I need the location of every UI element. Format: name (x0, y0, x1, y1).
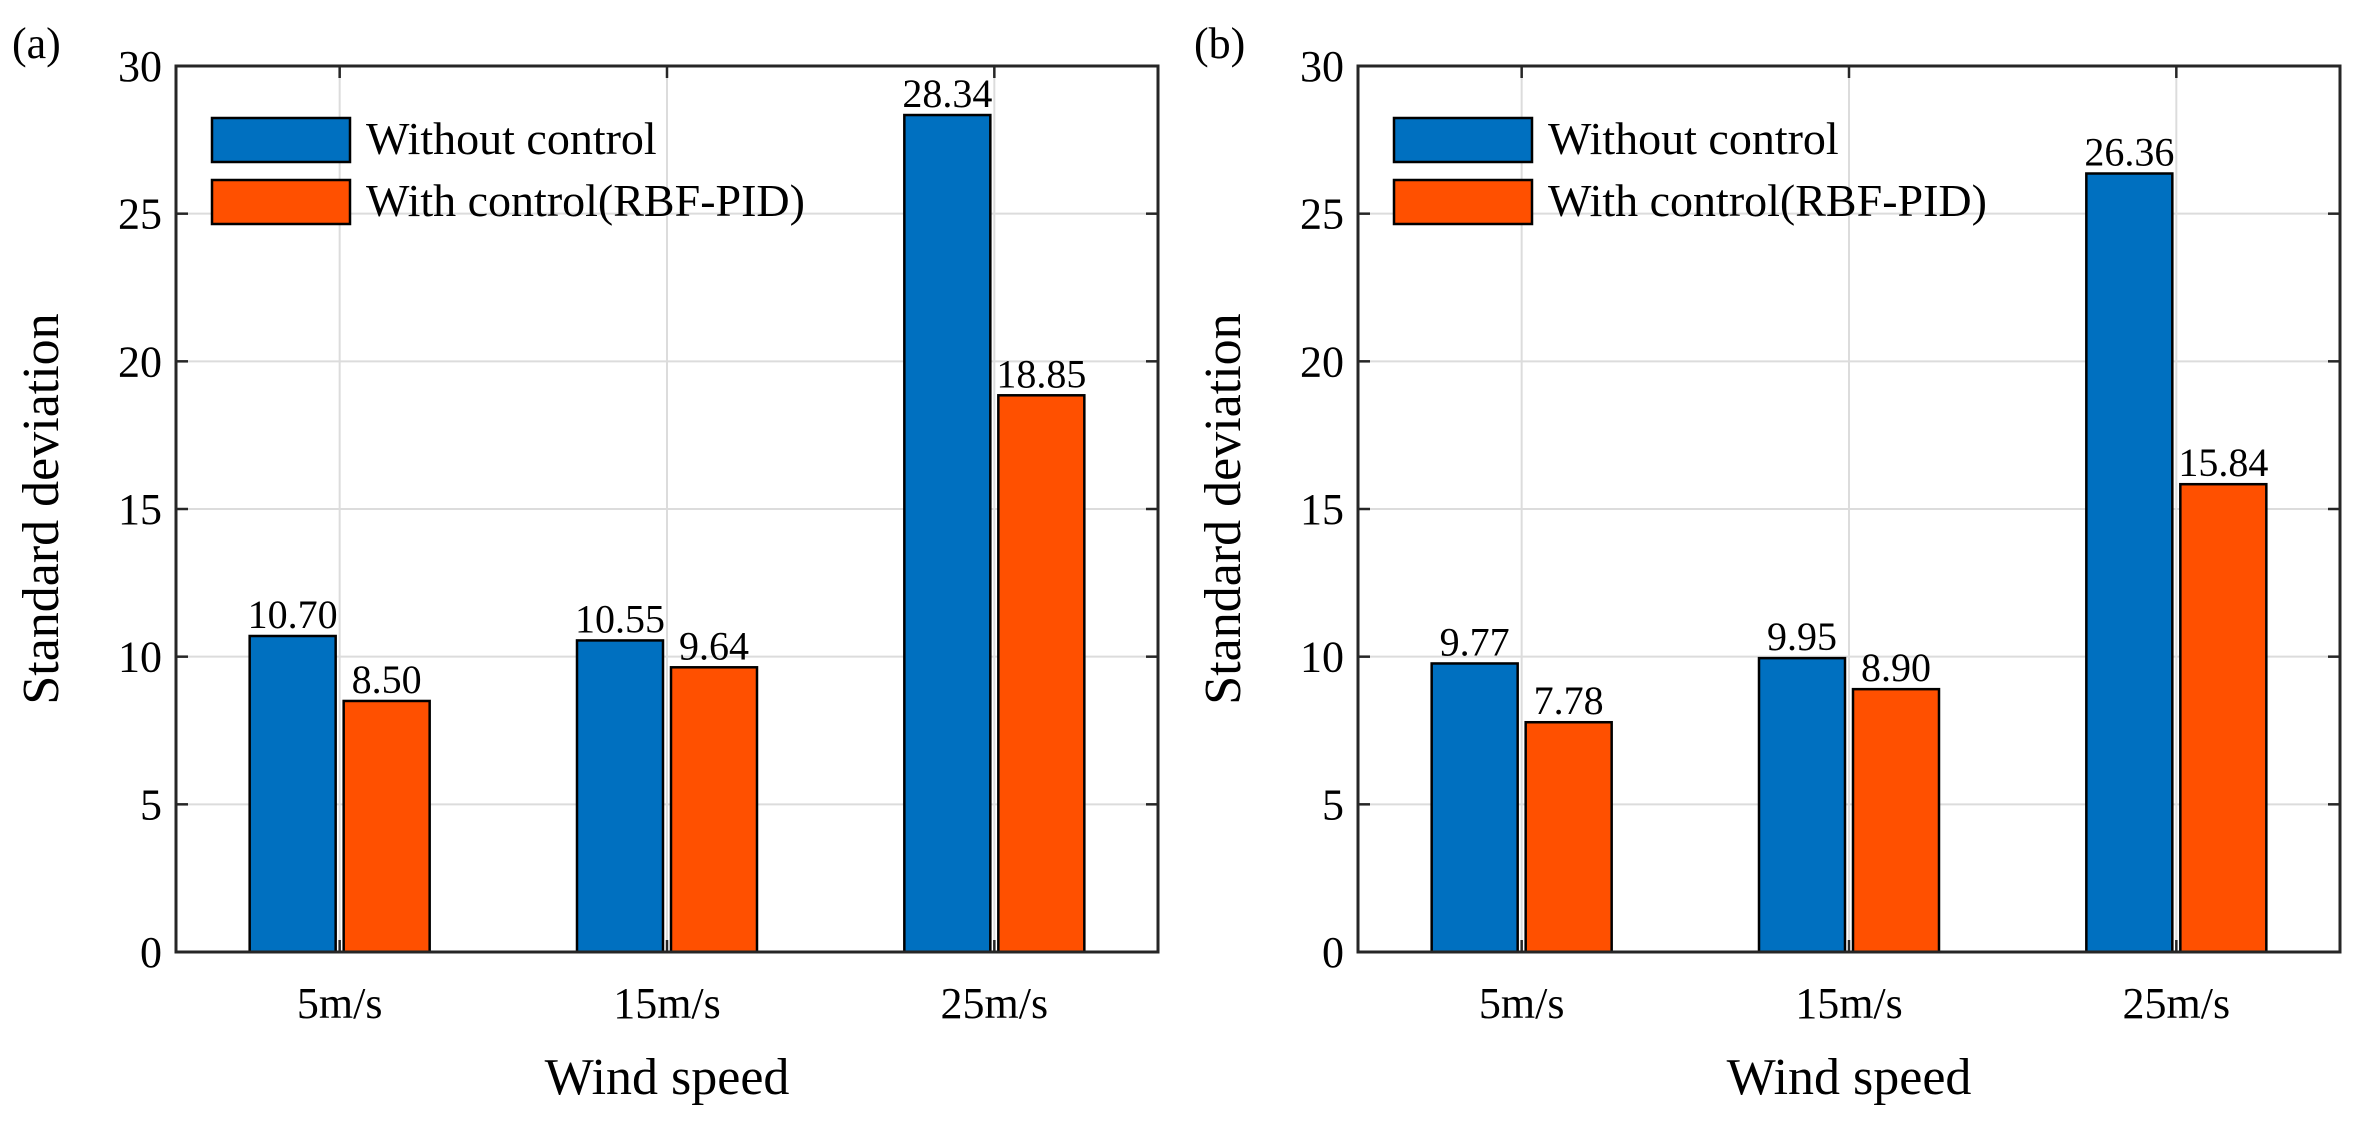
bar-without-control (248, 634, 337, 954)
legend-label: Without control (366, 113, 657, 164)
bar-data-label: 15.84 (2178, 440, 2268, 485)
x-axis-title: Wind speed (545, 1049, 790, 1106)
y-tick-label: 10 (118, 633, 162, 682)
x-tick-label: 25m/s (2123, 979, 2231, 1028)
x-axis-title: Wind speed (1727, 1049, 1972, 1106)
y-axis-title: Standard deviation (13, 313, 70, 704)
x-tick-label: 5m/s (297, 979, 383, 1028)
bar-data-label: 18.85 (996, 351, 1086, 396)
legend-swatch-without-control (1392, 116, 1534, 164)
panel-label: (b) (1194, 19, 1245, 68)
bar-with-control (342, 699, 431, 954)
bar-data-label: 8.50 (352, 657, 422, 702)
bar-without-control (903, 113, 992, 954)
y-tick-label: 5 (1322, 780, 1344, 829)
y-tick-label: 30 (118, 42, 162, 91)
chart-panel-b: (b) 9.77 9.95 26.36 7.78 8.90 15.84 0 5 10 15 20 25 3… (1194, 19, 2342, 1106)
y-tick-label: 0 (140, 928, 162, 977)
bar-with-control (2179, 482, 2268, 954)
x-tick-label: 5m/s (1479, 979, 1565, 1028)
bar-data-label: 9.95 (1767, 614, 1837, 659)
legend-swatch-with-control (210, 178, 352, 226)
y-axis-title: Standard deviation (1195, 313, 1252, 704)
bar-data-label: 9.64 (679, 623, 749, 668)
legend-swatch-with-control (1392, 178, 1534, 226)
y-tick-label: 25 (1300, 190, 1344, 239)
bar-without-control (1757, 656, 1847, 954)
bar-without-control (1430, 662, 1519, 954)
legend-label: With control(RBF-PID) (1548, 175, 1987, 226)
y-tick-label: 10 (1300, 633, 1344, 682)
bar-data-label: 8.90 (1861, 645, 1931, 690)
y-tick-label: 15 (118, 485, 162, 534)
y-tick-label: 25 (118, 190, 162, 239)
bar-data-label: 28.34 (902, 71, 992, 116)
x-tick-label: 25m/s (941, 979, 1049, 1028)
x-tick-label: 15m/s (1795, 979, 1903, 1028)
bar-without-control (2085, 172, 2174, 954)
y-tick-label: 20 (1300, 337, 1344, 386)
panel-label: (a) (12, 19, 61, 68)
bar-data-label: 10.55 (575, 596, 665, 641)
y-tick-label: 20 (118, 337, 162, 386)
x-tick-label: 15m/s (613, 979, 721, 1028)
y-tick-label: 0 (1322, 928, 1344, 977)
bar-data-label: 9.77 (1440, 619, 1510, 664)
bar-data-label: 26.36 (2084, 130, 2174, 175)
y-tick-label: 5 (140, 780, 162, 829)
bar-data-label: 10.70 (248, 592, 338, 637)
legend-swatch-without-control (210, 116, 352, 164)
chart-panel-a: (a) 10.70 10.55 28.34 8.50 9.64 18.85 0 5 10 15 20 2… (12, 19, 1160, 1106)
y-tick-label: 15 (1300, 485, 1344, 534)
legend-label: Without control (1548, 113, 1839, 164)
bar-with-control (669, 666, 759, 954)
bar-with-control (997, 394, 1086, 954)
bar-without-control (575, 639, 665, 954)
bar-with-control (1851, 687, 1941, 954)
bar-data-label: 7.78 (1534, 678, 1604, 723)
y-tick-label: 30 (1300, 42, 1344, 91)
bar-with-control (1524, 720, 1613, 954)
legend-label: With control(RBF-PID) (366, 175, 805, 226)
